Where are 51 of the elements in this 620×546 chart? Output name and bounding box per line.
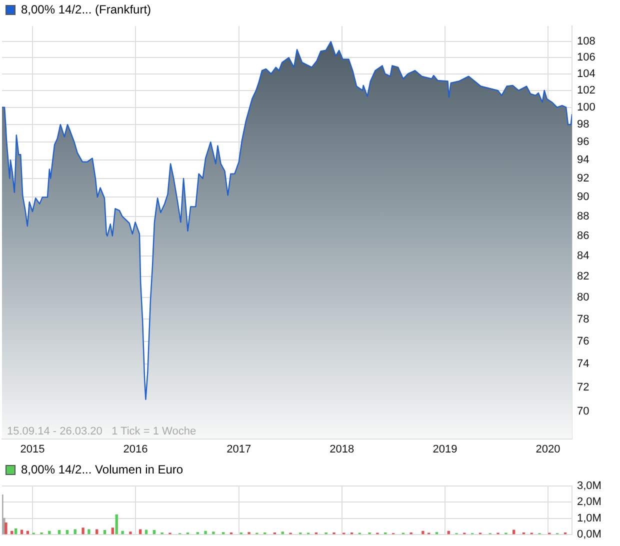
- y-tick-label: 94: [577, 154, 590, 166]
- y-tick-label: 96: [577, 136, 590, 148]
- y-tick-label: 86: [577, 230, 590, 242]
- y-tick-label: 1,0M: [577, 512, 602, 524]
- y-tick-label: 72: [577, 382, 590, 394]
- y-tick-label: 100: [577, 101, 596, 114]
- y-tick-label: 90: [577, 191, 590, 204]
- bar: [82, 528, 84, 534]
- y-tick-label: 0,0M: [577, 528, 602, 540]
- y-tick-label: 78: [577, 313, 590, 326]
- y-tick-label: 84: [577, 250, 590, 262]
- bar: [20, 530, 24, 534]
- y-tick-label: 108: [577, 36, 596, 48]
- bar: [129, 532, 132, 534]
- bar: [422, 530, 424, 534]
- bar: [144, 530, 148, 534]
- y-tick-label: 74: [577, 358, 590, 370]
- bar: [512, 530, 516, 534]
- y-tick-label: 76: [577, 335, 590, 348]
- bar: [74, 529, 76, 534]
- bar: [204, 530, 207, 534]
- y-tick-label: 104: [577, 68, 596, 80]
- legend-label: 8,00% 14/2... (Frankfurt): [21, 2, 152, 16]
- y-tick-label: 106: [577, 52, 596, 64]
- bar: [88, 529, 90, 534]
- bar: [139, 529, 142, 534]
- bar: [281, 532, 284, 534]
- y-tick-label: 80: [577, 292, 590, 304]
- x-tick-label: 2018: [330, 443, 354, 456]
- x-tick-label: 2019: [432, 443, 458, 456]
- bar: [96, 529, 98, 534]
- y-tick-label: 102: [577, 84, 596, 96]
- y-tick-label: 70: [577, 406, 590, 418]
- y-tick-label: 88: [577, 210, 590, 222]
- bar: [4, 522, 8, 534]
- x-tick-label: 2015: [20, 443, 45, 456]
- y-tick-label: 2,0M: [577, 496, 602, 508]
- bar: [48, 530, 51, 534]
- annotation: 15.09.14 - 26.03.20 1 Tick = 1 Woche: [7, 425, 196, 438]
- bar: [115, 514, 118, 534]
- y-tick-label: 3,0M: [577, 480, 602, 492]
- bar: [212, 532, 215, 534]
- y-tick-label: 82: [577, 270, 590, 283]
- bar: [121, 530, 124, 534]
- bar: [111, 528, 114, 534]
- y-tick-label: 92: [577, 172, 590, 184]
- y-tick-label: 98: [577, 118, 590, 131]
- x-tick-label: 2020: [536, 443, 560, 456]
- x-tick-label: 2017: [226, 443, 252, 456]
- legend-label: 8,00% 14/2... Volumen in Euro: [21, 462, 184, 476]
- x-tick-label: 2016: [123, 443, 148, 456]
